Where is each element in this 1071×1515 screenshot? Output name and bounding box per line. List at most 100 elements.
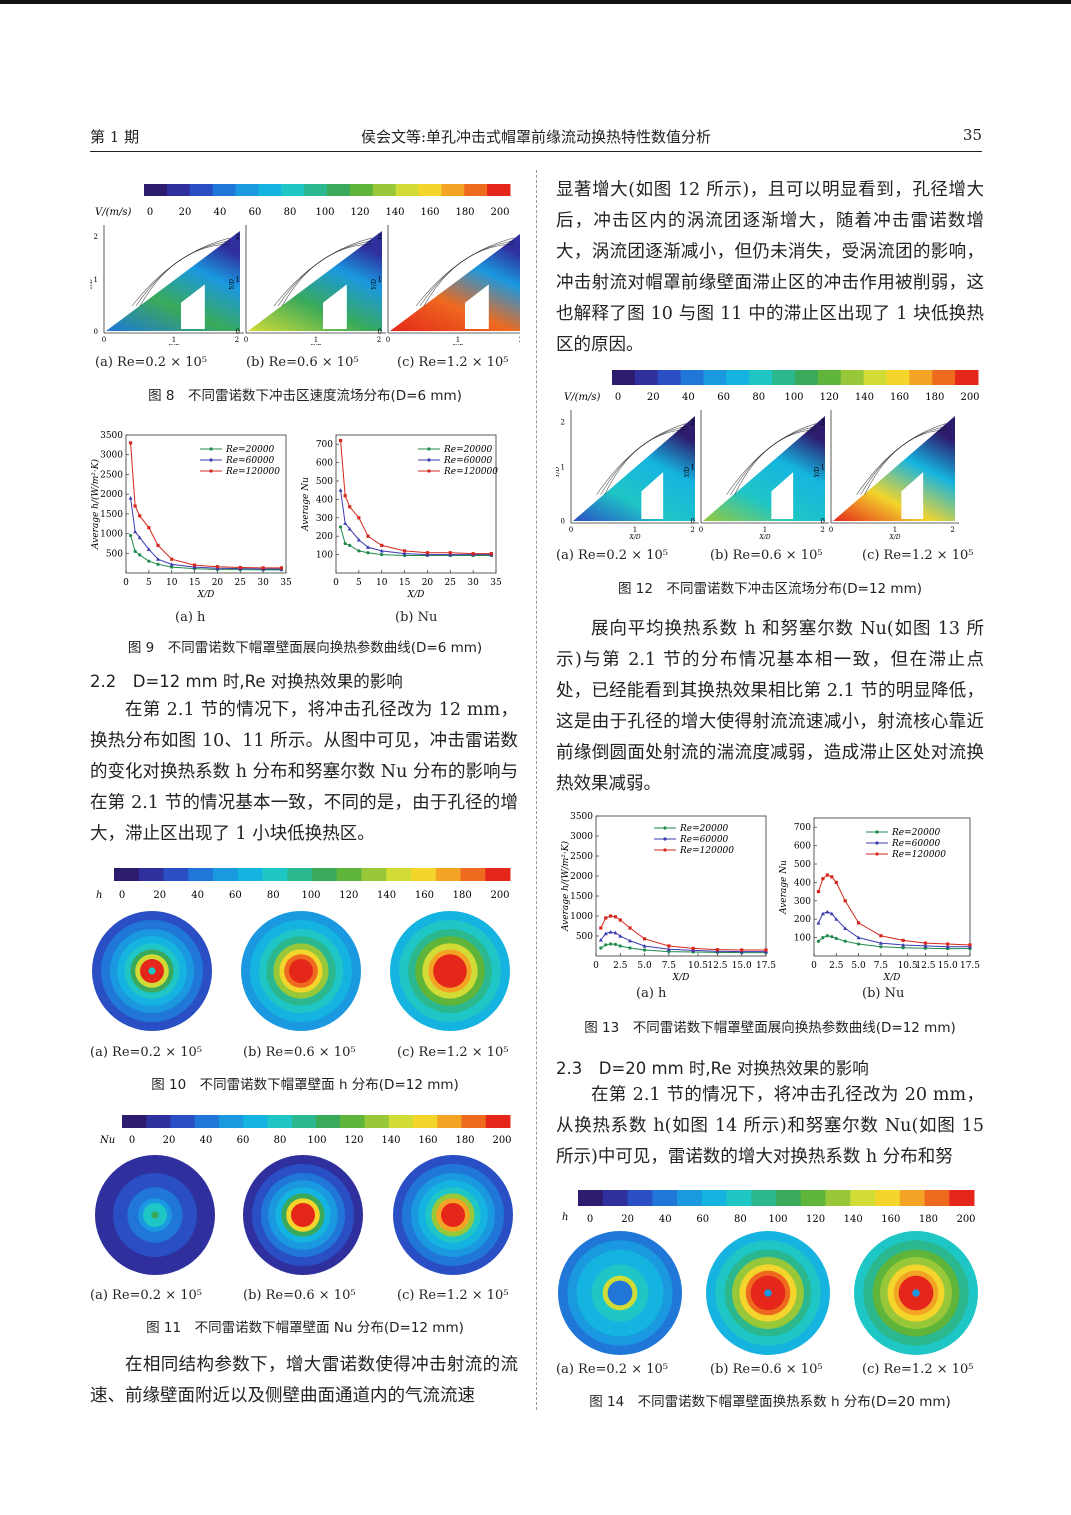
series-line — [600, 915, 766, 951]
series-point — [613, 930, 618, 935]
legend-label: Re=60000 — [891, 839, 941, 849]
right-top-text: 显著增大(如图 12 所示)，且可以明显看到，孔径增大后，冲击区内的涡流团逐渐增… — [556, 180, 984, 355]
colorbar-swatch — [166, 184, 191, 196]
colorbar-swatch — [909, 370, 933, 385]
fig13-subcap-b: (b) Nu — [862, 986, 905, 1001]
series-line — [130, 498, 282, 570]
colorbar-tick-label: 20 — [179, 207, 192, 218]
series-point — [740, 948, 744, 952]
colorbar-tick-label: 120 — [820, 392, 839, 403]
x-tick-label: 5 — [356, 578, 362, 588]
x-tick-label: 25 — [235, 578, 247, 588]
fig14-unit-label: h — [562, 1212, 568, 1223]
fig10-caption: 图 10 不同雷诺数下帽罩壁面 h 分布(D=12 mm) — [151, 1077, 459, 1093]
x-axis-label: X/D — [883, 973, 901, 983]
y-tick-label: 3500 — [100, 431, 123, 441]
colorbar-tick-label: 140 — [844, 1214, 863, 1225]
fig9-caption: 图 9 不同雷诺数下帽罩壁面展向换热参数曲线(D=6 mm) — [127, 640, 483, 656]
y-tick-label: 300 — [316, 514, 333, 524]
series-point — [945, 944, 950, 949]
fig8-svg: V/(m/s) 0 20 40 60 80 100 120 140 160 180 200 2100… — [87, 184, 528, 351]
x-tick-label: 15 — [399, 578, 411, 588]
series-point — [343, 541, 347, 546]
colorbar-swatch — [189, 184, 214, 196]
series-point — [856, 921, 861, 925]
colorbar-swatch — [899, 1190, 925, 1206]
fig14-svg: h 0 20 40 60 80 100 120 140 160 180 200 — [558, 1190, 978, 1355]
x-tick-label: 20 — [212, 578, 224, 588]
colorbar-swatch — [487, 184, 511, 196]
flow-axis-tick: 0 — [699, 526, 703, 534]
flow-axis-tick: 2 — [691, 418, 695, 426]
section-2-3-text: 在第 2.1 节的情况下，将冲击孔径改为 20 mm，从换热系数 h(如图 14… — [556, 1085, 984, 1167]
x-tick-label: 10 — [166, 578, 178, 588]
colorbar-tick-label: 0 — [119, 890, 125, 901]
colorbar-swatch — [751, 1190, 777, 1206]
series-point — [133, 529, 138, 534]
colorbar-swatch — [461, 1115, 487, 1128]
series-point — [834, 936, 838, 941]
series-point — [348, 543, 352, 547]
series-point — [618, 934, 623, 938]
colorbar-tick-label: 200 — [490, 890, 509, 901]
flow-axis-tick: 2 — [950, 526, 954, 534]
fig11-caption: 图 11 不同雷诺数下帽罩壁面 Nu 分布(D=12 mm) — [146, 1320, 464, 1336]
flow-axis-tick: 2 — [821, 418, 825, 426]
colorbar-tick-label: 40 — [659, 1214, 672, 1225]
series-point — [628, 946, 632, 950]
series-point — [968, 944, 972, 949]
colorbar-swatch — [122, 1115, 147, 1128]
colorbar-tick-label: 180 — [455, 1135, 474, 1146]
series-point — [825, 909, 830, 914]
flow-axis-tick: 1 — [378, 276, 382, 284]
series-point — [137, 535, 142, 540]
series-point — [169, 562, 174, 566]
x-tick-label: 12.5 — [915, 961, 935, 971]
colorbar-tick-label: 0 — [615, 392, 621, 403]
top-rule — [0, 0, 1071, 4]
colorbar-swatch — [144, 184, 168, 196]
flow-ylabel: Y/D — [90, 279, 94, 290]
series-point — [715, 948, 720, 952]
series-point — [666, 947, 671, 951]
header-rule — [90, 151, 982, 152]
series-line — [818, 911, 970, 948]
right-mid-paragraph: 展向平均换热系数 h 和努塞尔数 Nu(如图 13 所示)与第 2.1 节的分布… — [556, 614, 984, 800]
series-point — [146, 547, 151, 551]
series-point — [878, 941, 883, 945]
series-point — [628, 926, 632, 930]
series-point — [816, 920, 821, 925]
series-point — [843, 939, 847, 943]
colorbar-swatch — [267, 1115, 293, 1128]
colorbar-tick-label: 200 — [956, 1214, 975, 1225]
colorbar-tick-label: 0 — [587, 1214, 593, 1225]
colorbar-swatch — [349, 184, 374, 196]
colorbar-swatch — [485, 1115, 511, 1128]
series-point — [816, 890, 821, 894]
y-tick-label: 3000 — [100, 451, 123, 461]
y-tick-label: 100 — [794, 934, 811, 944]
colorbar-tick-label: 80 — [734, 1214, 747, 1225]
colorbar-swatch — [949, 1190, 975, 1206]
y-axis-label: Average h/(W/m²·K) — [90, 459, 101, 551]
series-point — [843, 899, 847, 903]
series-point — [830, 935, 834, 939]
series-point — [691, 948, 696, 952]
series-point — [138, 553, 142, 557]
x-axis-label: X/D — [407, 590, 425, 600]
fig10-unit-label: h — [96, 890, 102, 901]
y-axis-label: Average Nu — [301, 477, 311, 532]
x-tick-label: 30 — [467, 578, 479, 588]
colorbar-tick-label: 40 — [200, 1135, 213, 1146]
series-point — [608, 930, 613, 934]
colorbar-swatch — [924, 1190, 950, 1206]
colorbar-tick-label: 120 — [344, 1135, 363, 1146]
fig13-caption: 图 13 不同雷诺数下帽罩壁面展向换热参数曲线(D=12 mm) — [584, 1020, 956, 1036]
colorbar-swatch — [388, 1115, 414, 1128]
fig10-subcap-b: (b) Re=0.6 × 10⁵ — [243, 1045, 356, 1060]
colorbar-swatch — [213, 868, 239, 881]
series-point — [170, 557, 174, 561]
fig9-curves: 500 1000 1500 2000 2500 3000 3500 0 5 10 15 20 25 30 3… — [90, 425, 520, 625]
fig14-subcap-c: (c) Re=1.2 × 10⁵ — [862, 1362, 974, 1377]
